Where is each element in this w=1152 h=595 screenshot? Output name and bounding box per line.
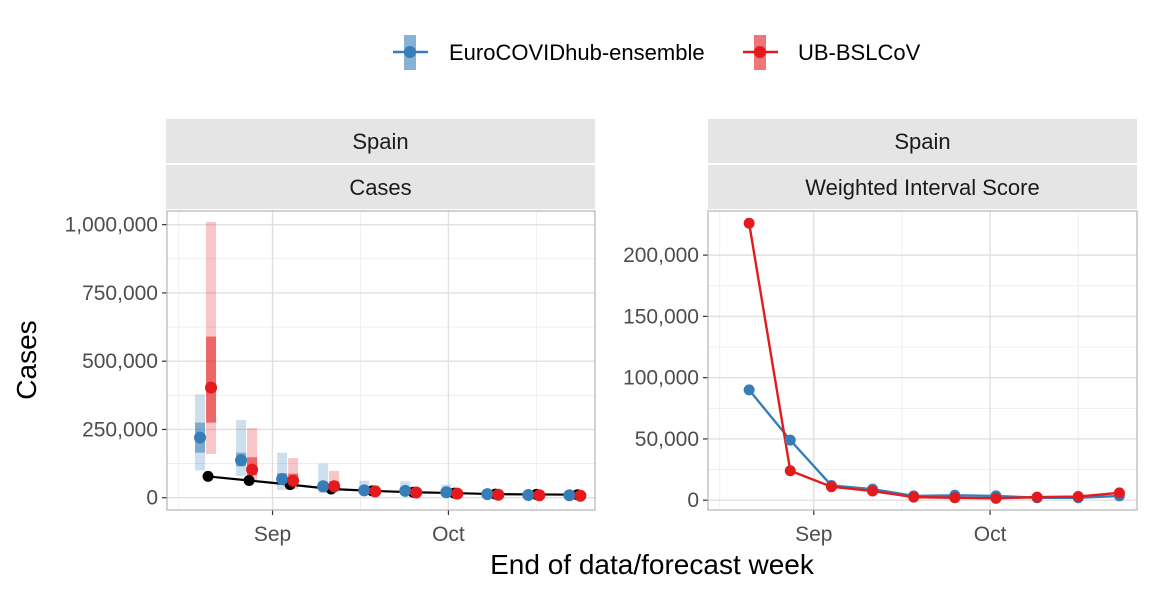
cases-y-tick-label: 0: [146, 487, 158, 510]
cases-median-point-ub: [492, 488, 505, 501]
cases-median-point-ub: [246, 463, 259, 476]
wis-point-ensemble: [784, 434, 796, 446]
legend: EuroCOVIDhub-ensemble UB-BSLCoV: [393, 35, 921, 70]
cases-median-point-ub: [574, 489, 587, 502]
cases-outer-interval-ub: [247, 428, 258, 482]
cases-outer-interval-ub: [288, 458, 299, 489]
x-axis-title: End of data/forecast week: [490, 549, 815, 580]
cases-inner-interval-ub: [206, 336, 217, 423]
wis-line-ub: [747, 223, 1120, 500]
cases-median-point-ensemble: [194, 431, 207, 444]
cases-median-point-ub: [451, 487, 464, 500]
cases-median-point-ub: [287, 474, 300, 487]
right-strip-top-label: Spain: [894, 129, 950, 154]
cases-median-point-ub: [369, 485, 382, 498]
cases-observed-point: [243, 475, 255, 487]
cases-median-point-ensemble: [563, 489, 576, 502]
cases-y-tick-label: 750,000: [82, 282, 158, 305]
wis-point-ub: [990, 492, 1002, 504]
wis-border: [707, 210, 1138, 511]
y-axis-title: Cases: [11, 320, 42, 399]
cases-median-point-ensemble: [399, 484, 412, 497]
right-strip-top: [708, 119, 1137, 163]
left-strip-top: [166, 119, 595, 163]
wis-point-ub: [784, 465, 796, 477]
wis-y-tick-label: 0: [687, 489, 699, 512]
cases-observed-point: [202, 470, 214, 482]
wis-point-ub: [825, 481, 837, 493]
legend-ensemble-point: [404, 46, 416, 58]
wis-x-tick-label: Oct: [974, 523, 1007, 546]
cases-median-point-ub: [205, 381, 218, 394]
wis-y-tick-label: 150,000: [623, 305, 699, 328]
cases-x-tick-label: Oct: [432, 523, 465, 546]
wis-point-ensemble: [743, 384, 755, 396]
wis-point-ub: [949, 492, 961, 504]
cases-y-tick-label: 1,000,000: [65, 214, 158, 237]
wis-point-ub: [1031, 491, 1043, 503]
cases-x-tick-label: Sep: [254, 523, 291, 546]
legend-key-ub: [743, 35, 778, 70]
cases-observed-line: [207, 475, 578, 496]
cases-median-point-ensemble: [481, 488, 494, 501]
legend-label-ensemble: EuroCOVIDhub-ensemble: [449, 40, 705, 65]
legend-label-ub: UB-BSLCoV: [798, 40, 921, 65]
wis-y-tick-label: 50,000: [635, 428, 699, 451]
cases-y-tick-label: 250,000: [82, 418, 158, 441]
cases-median-point-ensemble: [358, 484, 371, 497]
cases-median-point-ensemble: [522, 488, 535, 501]
cases-border: [166, 210, 596, 511]
wis-point-ub: [743, 217, 755, 229]
right-strip-bottom: [708, 165, 1137, 209]
cases-median-point-ub: [533, 489, 546, 502]
right-panel-wis: 0 50,000 100,000 150,000 200,000 Sep Oct: [623, 210, 1138, 546]
left-strip-bottom: [166, 165, 595, 209]
wis-point-ub: [867, 485, 879, 497]
wis-y-tick-label: 200,000: [623, 244, 699, 267]
cases-median-point-ub: [328, 480, 341, 493]
right-strip-bottom-label: Weighted Interval Score: [805, 175, 1039, 200]
wis-x-tick-label: Sep: [795, 523, 832, 546]
wis-point-ub: [1072, 491, 1084, 503]
cases-outer-interval-ensemble: [277, 452, 288, 491]
left-panel-cases: 0 250,000 500,000 750,000 1,000,000 Sep Oct: [65, 210, 596, 546]
left-strip-bottom-label: Cases: [349, 175, 411, 200]
cases-outer-interval-ensemble: [318, 463, 329, 494]
legend-key-ensemble: [393, 35, 428, 70]
cases-median-point-ensemble: [276, 473, 289, 486]
left-strip-top-label: Spain: [352, 129, 408, 154]
cases-median-point-ensemble: [440, 486, 453, 499]
cases-median-point-ensemble: [235, 454, 248, 467]
wis-y-tick-label: 100,000: [623, 367, 699, 390]
wis-point-ub: [908, 491, 920, 503]
cases-y-tick-label: 500,000: [82, 350, 158, 373]
cases-median-point-ensemble: [317, 480, 330, 493]
cases-outer-interval-ensemble: [236, 419, 247, 476]
legend-ub-point: [754, 46, 766, 58]
wis-point-ub: [1113, 487, 1125, 499]
cases-median-point-ub: [410, 486, 423, 499]
